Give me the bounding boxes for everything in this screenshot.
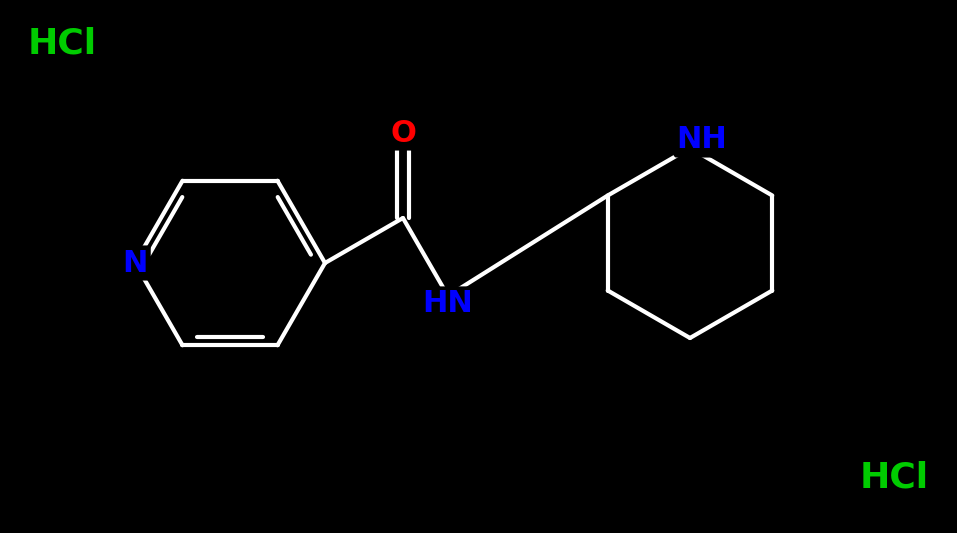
Text: HCl: HCl: [28, 26, 97, 60]
Text: HN: HN: [423, 289, 474, 318]
Text: HCl: HCl: [860, 461, 929, 495]
Text: NH: NH: [677, 125, 727, 155]
Text: N: N: [122, 248, 147, 278]
Text: O: O: [390, 118, 416, 148]
